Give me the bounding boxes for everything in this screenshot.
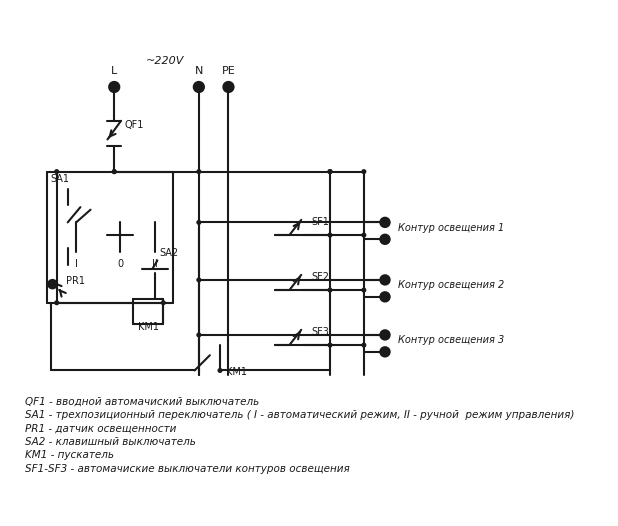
Circle shape — [194, 82, 204, 92]
Text: PR1 - датчик освещенности: PR1 - датчик освещенности — [25, 423, 177, 433]
Circle shape — [380, 218, 390, 227]
Circle shape — [54, 300, 59, 305]
Circle shape — [218, 368, 222, 373]
Text: KM1: KM1 — [138, 322, 159, 332]
Circle shape — [197, 220, 201, 225]
Circle shape — [380, 292, 390, 301]
Text: PR1: PR1 — [66, 276, 85, 286]
Text: SA1: SA1 — [51, 174, 70, 184]
Text: PE: PE — [222, 66, 235, 76]
Text: Контур освещения 1: Контур освещения 1 — [398, 223, 504, 233]
Text: SF3: SF3 — [311, 327, 329, 337]
Text: N: N — [195, 66, 203, 76]
Text: I: I — [75, 259, 78, 269]
Text: SF1-SF3 - автомачиские выключатели контуров освещения: SF1-SF3 - автомачиские выключатели конту… — [25, 464, 350, 474]
Circle shape — [328, 342, 332, 348]
Circle shape — [54, 169, 59, 174]
Circle shape — [223, 82, 234, 92]
Circle shape — [112, 169, 117, 174]
Circle shape — [109, 82, 119, 92]
Circle shape — [380, 347, 390, 357]
Circle shape — [328, 169, 332, 174]
Circle shape — [197, 332, 201, 338]
Circle shape — [362, 288, 366, 292]
Text: II: II — [152, 259, 158, 269]
Text: SA1 - трехпозиционный переключатель ( I - автоматический режим, II - ручной  реж: SA1 - трехпозиционный переключатель ( I … — [25, 410, 575, 420]
Text: L: L — [111, 66, 117, 76]
Circle shape — [112, 169, 117, 174]
Text: ~220V: ~220V — [146, 56, 184, 66]
Text: Контур освещения 3: Контур освещения 3 — [398, 336, 504, 346]
Circle shape — [380, 235, 390, 244]
Text: SF2: SF2 — [311, 272, 329, 282]
Circle shape — [161, 300, 166, 305]
Text: Контур освещения 2: Контур освещения 2 — [398, 280, 504, 290]
Text: SA2: SA2 — [159, 248, 178, 258]
Circle shape — [380, 275, 390, 285]
Circle shape — [362, 169, 366, 174]
Text: QF1: QF1 — [124, 119, 144, 129]
Text: 0: 0 — [117, 259, 123, 269]
Circle shape — [362, 232, 366, 238]
Circle shape — [48, 280, 57, 288]
Text: QF1 - вводной автомачиский выключатель: QF1 - вводной автомачиский выключатель — [25, 396, 260, 406]
Circle shape — [197, 169, 201, 174]
Text: SA2 - клавишный выключатель: SA2 - клавишный выключатель — [25, 437, 197, 447]
Text: SF1: SF1 — [311, 217, 329, 227]
Text: KM1: KM1 — [226, 367, 247, 377]
Circle shape — [328, 169, 332, 174]
Text: KM1 - пускатель: KM1 - пускатель — [25, 450, 114, 460]
Circle shape — [380, 330, 390, 340]
Circle shape — [362, 342, 366, 348]
Circle shape — [328, 288, 332, 292]
Circle shape — [328, 232, 332, 238]
Circle shape — [197, 277, 201, 282]
